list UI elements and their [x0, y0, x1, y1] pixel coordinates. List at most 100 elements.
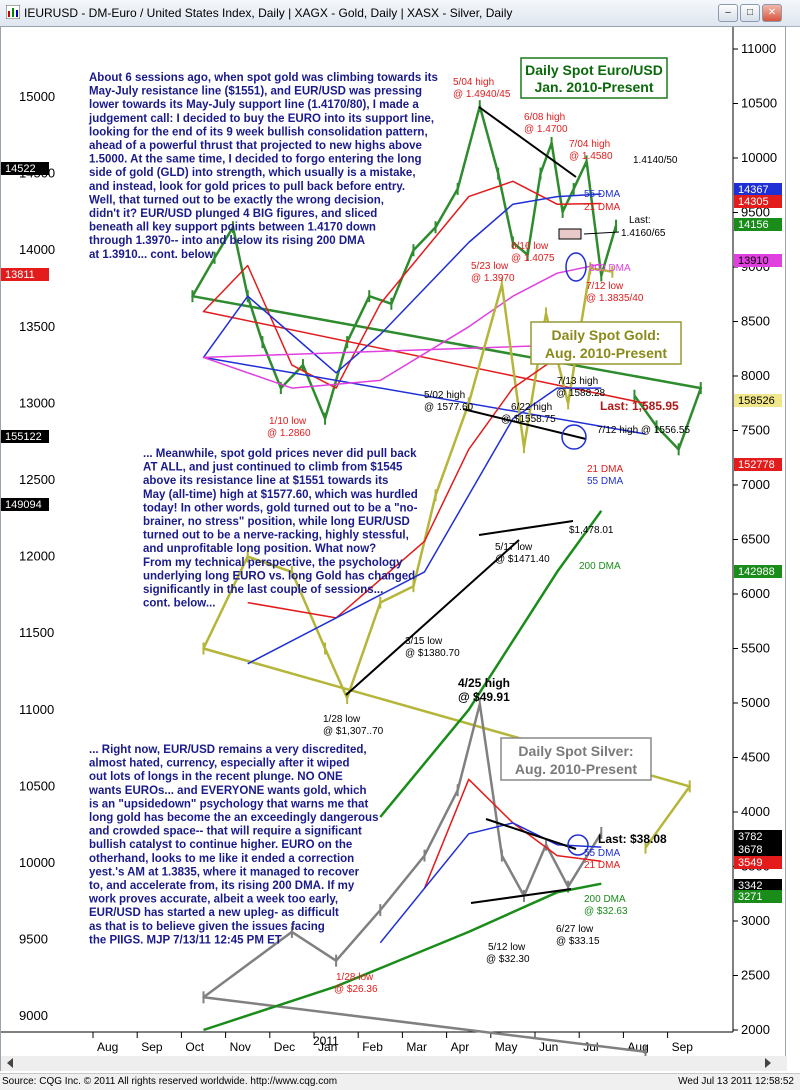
silver-0128-low-val: @ $26.36 [334, 984, 378, 995]
month-label: Jun [539, 1040, 558, 1054]
window-titlebar: IEURUSD - DM-Euro / United States Index,… [0, 0, 800, 27]
silver-200dma-label: 200 DMA [584, 894, 626, 905]
note-line: is an "upsidedown" psychology that warns… [89, 798, 368, 810]
gold-0502-high: 5/02 high [424, 390, 465, 401]
eur-0704-high: 7/04 high [569, 139, 610, 150]
eur-0523-low-val: @ 1.3970 [471, 273, 515, 284]
right-axis-ticks: 1100010500100009500900085008000750070006… [733, 41, 777, 1037]
gold-right-tag-bg [734, 565, 782, 578]
eur-left-tag: 13811 [5, 269, 35, 281]
horizontal-scrollbar[interactable] [1, 1056, 787, 1071]
silver-right-tag-bg [734, 879, 782, 892]
gold-breakout-circle [561, 424, 587, 450]
note-line: as that is to believe given the issues f… [89, 921, 325, 933]
gold-0622-high-val: @ $1558.75 [501, 414, 556, 425]
dailyspotsilver-21dma-line [423, 778, 602, 889]
note-line: ahead of a powerful thrust that projecte… [89, 140, 422, 152]
eur-left-tag-bg [1, 162, 49, 175]
note-line: EUR/USD has started a new upleg- as diff… [89, 907, 339, 919]
silver-right-tag-bg [734, 843, 782, 856]
right-axis-label: 10000 [741, 150, 777, 165]
status-footer: Source: CQG Inc. © 2011 All rights reser… [0, 1073, 800, 1090]
gold-support-line [478, 520, 574, 536]
left-axis-label: 11500 [19, 625, 54, 640]
minimize-button[interactable]: – [718, 4, 738, 22]
scroll-right-icon[interactable] [765, 1058, 771, 1068]
gold-0622-high: 6/22 high [511, 402, 552, 413]
dailyspoteurousd-21dma-line [202, 180, 646, 405]
left-axis-label: 9500 [19, 932, 48, 947]
note-line: judgement call: I decided to buy the EUR… [88, 113, 434, 125]
right-axis-label: 5000 [741, 695, 770, 710]
note-line: side of gold (GLD) into strength, which … [89, 167, 416, 179]
left-axis-label: 10500 [19, 778, 55, 793]
note-line: today! In other words, gold turned out t… [143, 502, 418, 514]
silver-right-tag: 3549 [738, 857, 762, 869]
note-line: above its resistance line at $1551 towar… [143, 475, 388, 487]
close-button[interactable]: ✕ [762, 4, 782, 22]
note-line: beneath all key support points between 1… [89, 222, 376, 234]
silver-55dma-label: 55 DMA [584, 848, 620, 859]
left-axis-label: 13500 [19, 319, 55, 334]
gold-0517-low: 5/17 low [495, 542, 533, 553]
right-axis-label: 7500 [741, 423, 770, 438]
dailyspotsilver-55dma-line [379, 822, 602, 944]
note-line: looking for the end of its 9 week bullis… [89, 126, 428, 138]
right-axis-label: 7000 [741, 477, 770, 492]
note-line: and instead, look for gold prices to pul… [89, 181, 405, 193]
right-axis-label: 5500 [741, 641, 770, 656]
eur-right-tag: 14156 [738, 219, 769, 231]
note-line: turned out to be a nerve-racking, highly… [143, 530, 409, 542]
eur-left-tag-bg [1, 268, 49, 281]
right-axis-label: 6500 [741, 532, 770, 547]
footer-timestamp: Wed Jul 13 2011 12:58:52 [678, 1076, 794, 1087]
commentary-note-2: ... Meanwhile, spot gold prices never di… [143, 448, 418, 610]
silver-right-tag: 3271 [738, 891, 762, 903]
eur-21dma-label: 21 DMA [584, 202, 620, 213]
gold-0502-high-val: @ 1577.60 [424, 402, 474, 413]
note-line: almost hated, currency, especially after… [89, 758, 350, 770]
right-axis-label: 6000 [741, 586, 770, 601]
dailyspotsilver-200dma-line [203, 882, 602, 1032]
eur-title: Daily Spot Euro/USD [525, 62, 663, 78]
eur-0504-high-val: @ 1.4940/45 [453, 89, 511, 100]
gold-right-tag: 158526 [738, 395, 775, 407]
maximize-button[interactable]: □ [740, 4, 760, 22]
gold-0712-high: 7/12 high @ 1556.55 [597, 425, 690, 436]
right-axis-label: 9500 [741, 205, 770, 220]
note-line: May (all-time) high at $1577.60, which w… [143, 489, 418, 501]
silver-right-tag: 3342 [738, 880, 762, 892]
eur-200dma-label: 200 DMA [589, 263, 631, 274]
note-line: work proves accurate, albeit a week too … [88, 894, 338, 906]
trendlines [345, 106, 587, 904]
note-line: through 1.3970-- into and below its risi… [89, 235, 365, 247]
gold-annotations: 5/02 high @ 1577.60 6/22 high @ $1558.75… [323, 376, 690, 737]
right-axis-label: 2500 [741, 968, 770, 983]
month-label: Feb [362, 1040, 383, 1054]
silver-title: Daily Spot Silver: [518, 743, 633, 759]
year-label: 2011 [313, 1034, 339, 1048]
silver-21dma-label: 21 DMA [584, 860, 620, 871]
left-axis-label: 13000 [19, 395, 55, 410]
month-label: Sep [141, 1040, 163, 1054]
silver-right-tag-bg [734, 856, 782, 869]
gold-right-tag-bg [734, 458, 782, 471]
gold-level-1478: $1,478.01 [569, 525, 614, 536]
note-line: From my technical perspective, the psych… [143, 557, 403, 569]
note-line: ... Meanwhile, spot gold prices never di… [143, 448, 417, 460]
silver-0425-high: 4/25 high [458, 676, 510, 690]
gold-21dma-label: 21 DMA [587, 464, 623, 475]
silver-0128-low: 1/28 low [336, 972, 374, 983]
left-axis-label: 14000 [19, 242, 55, 257]
scroll-left-icon[interactable] [7, 1058, 13, 1068]
commentary-note-3: ... Right now, EUR/USD remains a very di… [88, 744, 378, 946]
left-axis-label: 9000 [19, 1008, 48, 1023]
eur-low-circle [565, 252, 587, 282]
gold-0315-low: 3/15 low [405, 636, 443, 647]
right-axis-label: 11000 [741, 41, 776, 56]
note-line: at 1.3910... cont. below [89, 249, 214, 261]
silver-200dma-val: @ $32.63 [584, 906, 628, 917]
chart-window: 11000 10500 10000 9500 9000 8500 8000 7500 7000 6… [0, 26, 787, 1071]
eur-0608-high-val: @ 1.4700 [524, 124, 568, 135]
